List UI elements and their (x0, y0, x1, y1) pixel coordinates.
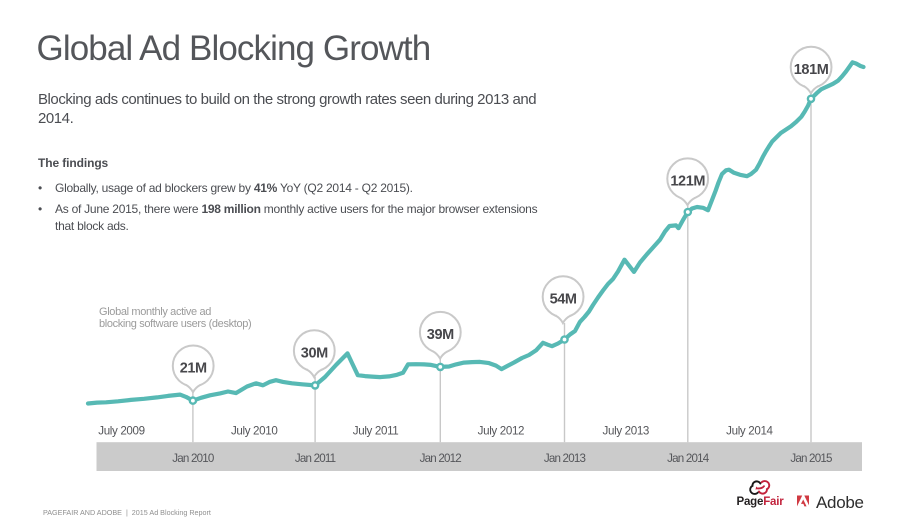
svg-text:July 2012: July 2012 (478, 425, 524, 438)
svg-text:Jan 2010: Jan 2010 (172, 452, 214, 465)
svg-text:Jan 2015: Jan 2015 (790, 452, 832, 465)
svg-text:39M: 39M (427, 327, 454, 343)
svg-text:Jan 2012: Jan 2012 (420, 452, 462, 465)
svg-text:July 2011: July 2011 (353, 425, 399, 438)
svg-text:Jan 2013: Jan 2013 (544, 452, 586, 465)
svg-text:21M: 21M (180, 361, 207, 377)
svg-text:181M: 181M (794, 62, 829, 78)
svg-text:July 2009: July 2009 (98, 425, 144, 438)
svg-text:121M: 121M (670, 174, 705, 190)
svg-text:Jan 2014: Jan 2014 (667, 452, 710, 465)
svg-text:54M: 54M (550, 292, 577, 308)
svg-text:Jan 2011: Jan 2011 (295, 452, 336, 465)
svg-text:July 2014: July 2014 (726, 425, 773, 438)
svg-text:July 2010: July 2010 (231, 425, 277, 438)
svg-text:July 2013: July 2013 (603, 425, 649, 438)
svg-text:30M: 30M (301, 346, 328, 362)
